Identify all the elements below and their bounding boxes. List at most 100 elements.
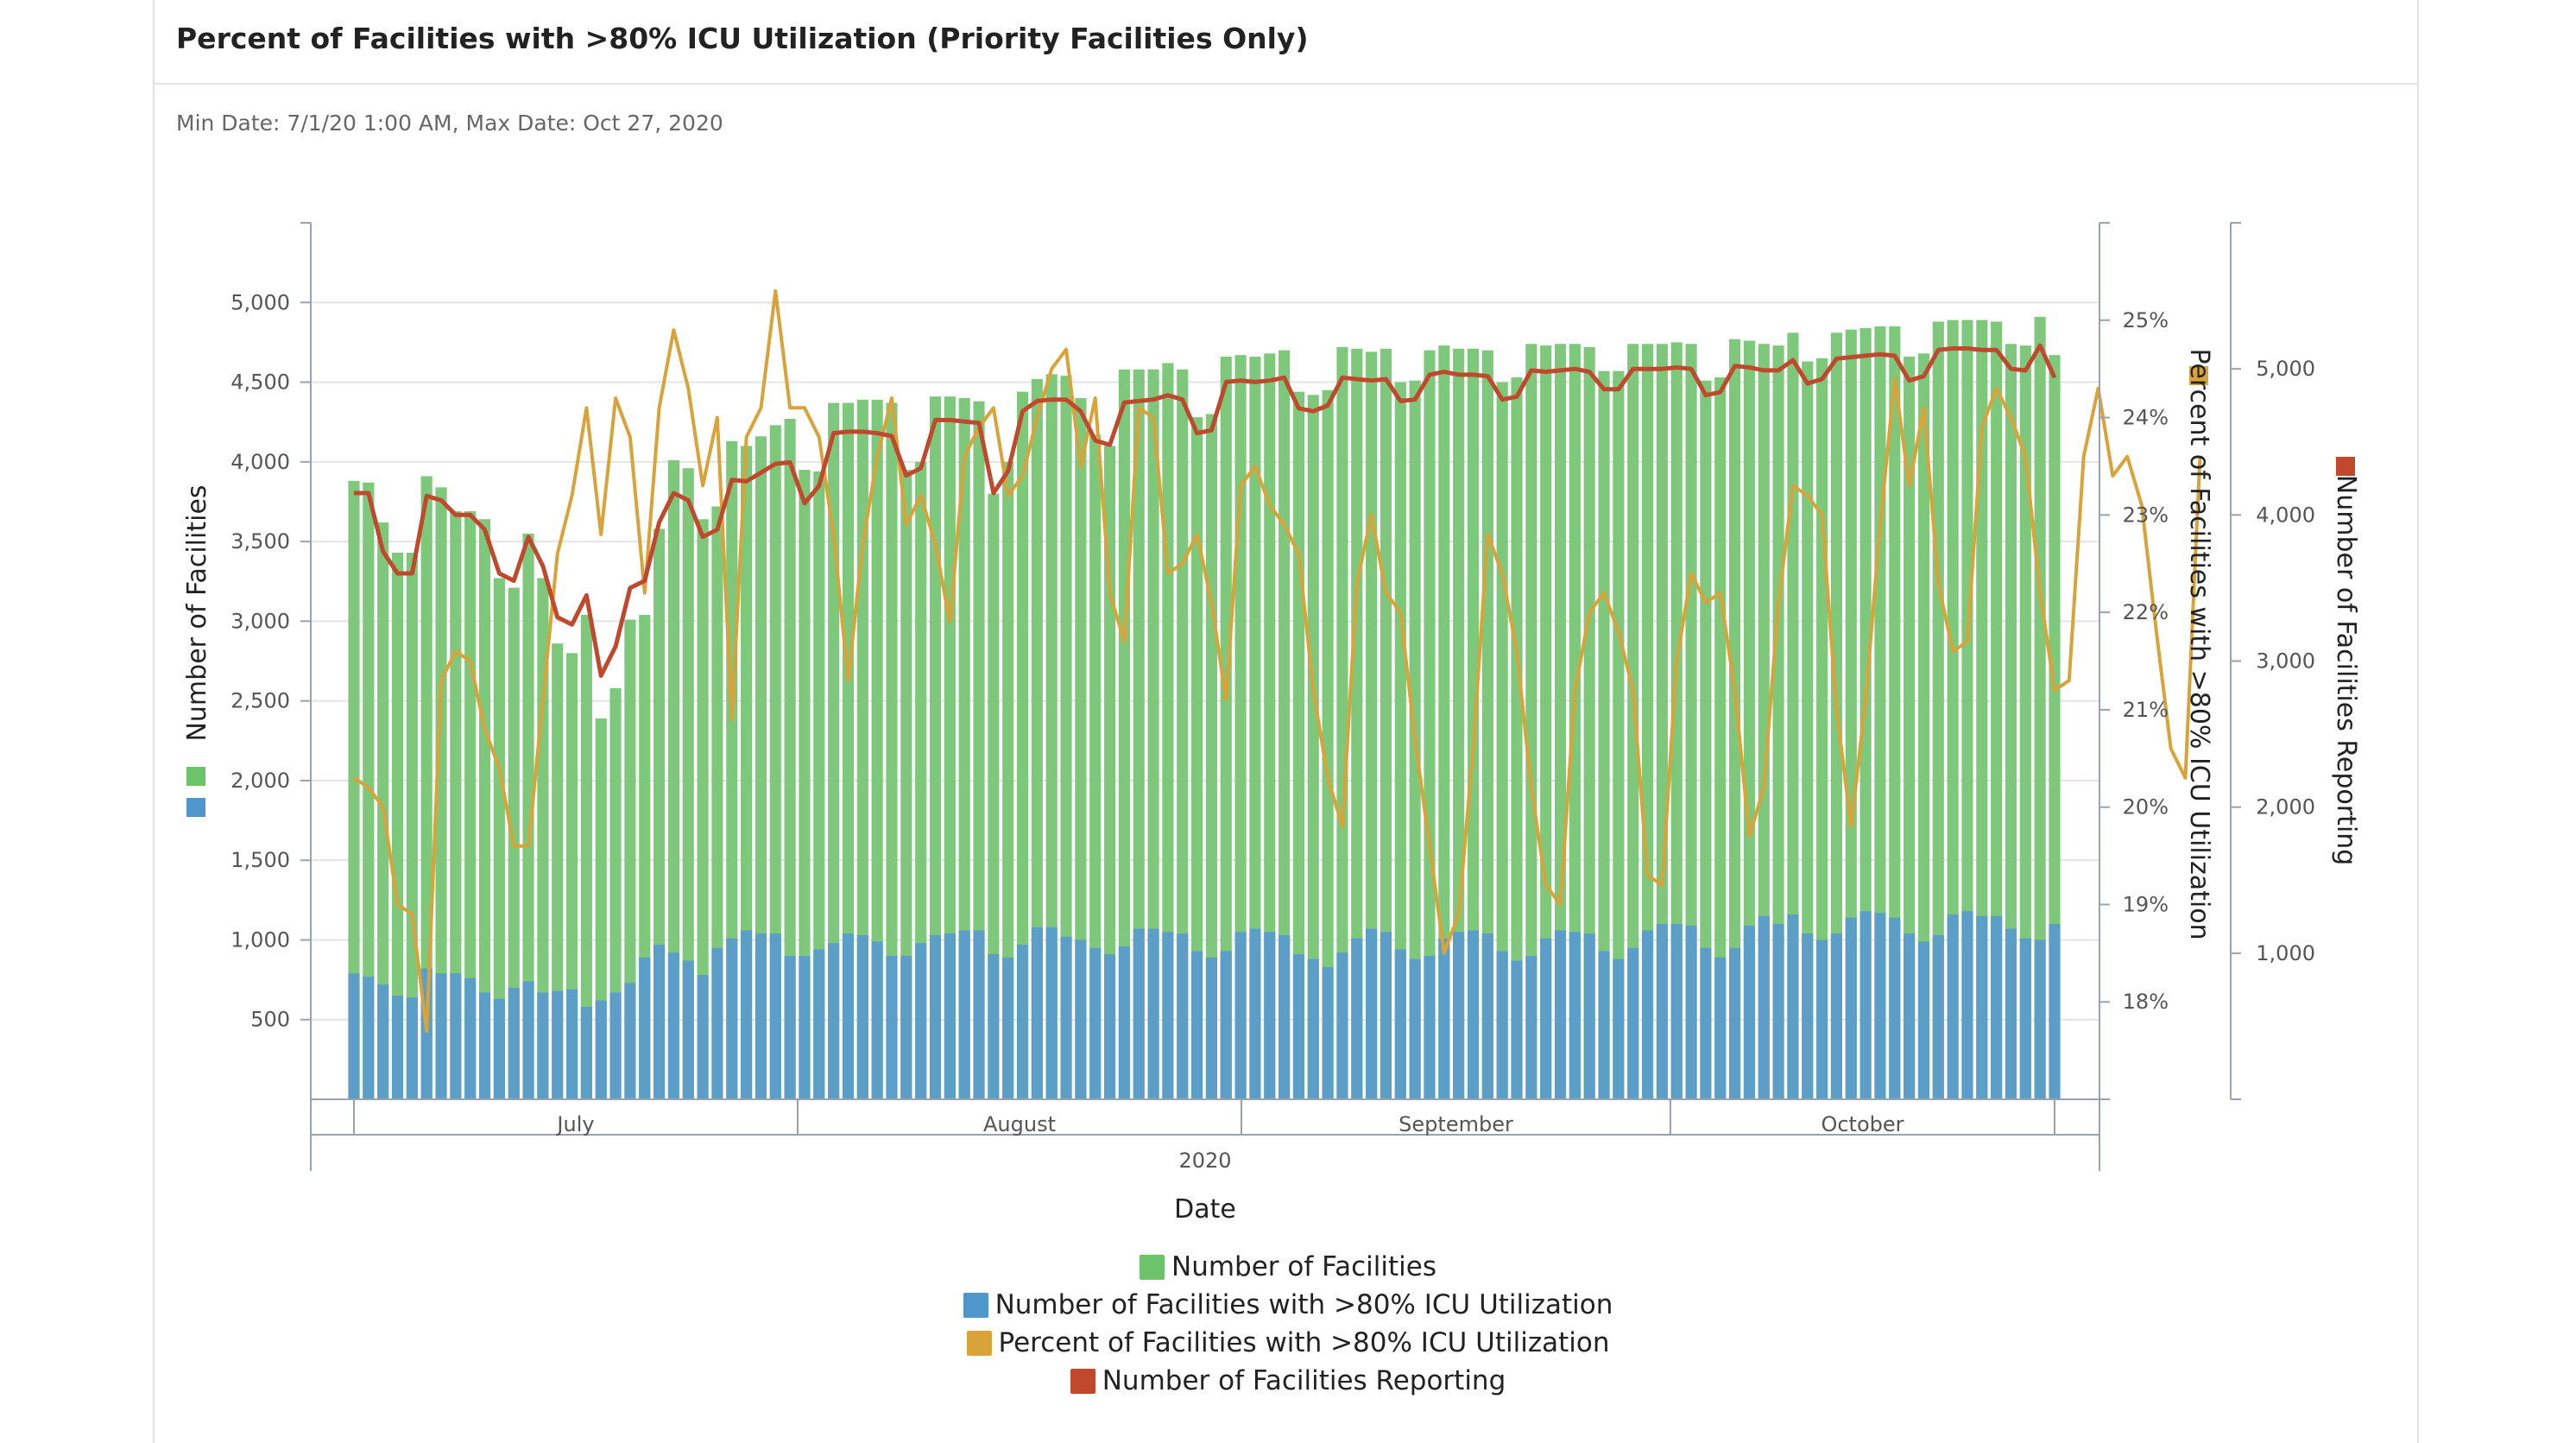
bar-facilities <box>915 461 927 1099</box>
bar-utilized <box>552 990 564 1099</box>
bar-facilities <box>435 487 447 1099</box>
legend-label-percent: Percent of Facilities with >80% ICU Util… <box>998 1327 1610 1358</box>
bar-utilized <box>1641 930 1654 1099</box>
bar-facilities <box>886 402 898 1099</box>
bar-facilities <box>1264 353 1276 1099</box>
bar-utilized <box>595 1000 607 1099</box>
bar-utilized <box>1424 955 1436 1099</box>
bar-utilized <box>2005 928 2017 1099</box>
bar-facilities <box>1554 344 1567 1100</box>
bar-utilized <box>1904 934 1916 1099</box>
bar-utilized <box>1670 924 1683 1099</box>
bar-utilized <box>1380 932 1392 1099</box>
bar-facilities <box>1714 377 1727 1099</box>
y-right-percent-axis-title: Percent of Facilities with >80% ICU Util… <box>2184 348 2214 940</box>
bar-facilities <box>1772 345 1784 1100</box>
bar-utilized <box>741 930 753 1099</box>
y-right-percent-tick-label: 21% <box>2123 698 2169 722</box>
bar-utilized <box>856 934 868 1099</box>
legend-item-percent[interactable]: Percent of Facilities with >80% ICU Util… <box>0 1324 2576 1362</box>
bar-utilized <box>1045 927 1058 1099</box>
y-right-percent-tick-label: 24% <box>2123 406 2169 430</box>
bar-utilized <box>842 934 855 1099</box>
bar-utilized <box>377 984 389 1099</box>
bar-facilities <box>1351 348 1363 1100</box>
x-year-label: 2020 <box>1178 1149 1231 1173</box>
bar-utilized <box>1133 928 1145 1099</box>
bar-utilized <box>726 938 738 1099</box>
bar-utilized <box>667 953 679 1099</box>
bar-utilized <box>1700 947 1712 1099</box>
bar-utilized <box>1787 914 1799 1099</box>
y-left-tick-label: 3,500 <box>230 529 290 554</box>
bar-utilized <box>406 997 418 1099</box>
bar-utilized <box>1249 928 1261 1099</box>
bar-facilities <box>1641 344 1654 1100</box>
bar-utilized <box>1307 959 1319 1099</box>
bar-utilized <box>988 954 1000 1099</box>
bar-utilized <box>653 944 666 1099</box>
legend-item-reporting[interactable]: Number of Facilities Reporting <box>0 1362 2576 1400</box>
bar-facilities <box>799 470 811 1099</box>
bar-utilized <box>1394 949 1406 1099</box>
bar-utilized <box>871 941 883 1099</box>
bar-facilities <box>1947 320 1959 1099</box>
bar-facilities <box>1075 398 1087 1099</box>
y-left-swatch-utilized <box>186 798 205 817</box>
y-right-percent-tick-label: 23% <box>2123 503 2169 527</box>
bar-utilized <box>1118 946 1130 1099</box>
bar-utilized <box>1103 954 1116 1099</box>
bar-utilized <box>1627 947 1639 1099</box>
bar-utilized <box>1264 932 1276 1099</box>
bar-utilized <box>944 934 956 1099</box>
bar-facilities <box>1991 321 2003 1099</box>
bar-utilized <box>1525 955 1537 1099</box>
bar-facilities <box>769 425 781 1099</box>
y-right-percent-tick-label: 19% <box>2123 892 2169 916</box>
bar-utilized <box>1729 947 1741 1099</box>
bar-utilized <box>1743 925 1755 1099</box>
bar-facilities <box>1598 370 1610 1099</box>
bar-facilities <box>1758 344 1770 1100</box>
bar-facilities <box>348 480 360 1099</box>
bar-facilities <box>2005 344 2017 1100</box>
bar-facilities <box>1889 326 1901 1099</box>
bar-utilized <box>363 976 375 1099</box>
bar-facilities <box>1103 446 1116 1099</box>
bar-utilized <box>1772 924 1784 1099</box>
bar-utilized <box>828 943 840 1099</box>
y-right-reporting-swatch <box>2336 457 2355 476</box>
bar-facilities <box>1904 357 1916 1099</box>
legend-label-utilized: Number of Facilities with >80% ICU Utili… <box>994 1289 1613 1320</box>
bar-utilized <box>1961 911 1973 1099</box>
y-left-tick-label: 3,000 <box>230 609 290 633</box>
legend-swatch-utilized <box>963 1292 988 1318</box>
bar-utilized <box>1162 932 1174 1099</box>
bar-facilities <box>900 470 912 1099</box>
x-month-label: September <box>1398 1112 1513 1136</box>
bar-facilities <box>988 493 1000 1099</box>
x-month-label: August <box>983 1112 1056 1136</box>
bar-utilized <box>1467 930 1480 1099</box>
bar-utilized <box>813 949 825 1099</box>
bar-utilized <box>348 973 360 1099</box>
bar-facilities <box>958 398 970 1099</box>
bar-utilized <box>1205 957 1217 1099</box>
bar-utilized <box>1234 932 1247 1099</box>
bar-facilities <box>973 401 985 1099</box>
bar-facilities <box>1627 344 1639 1100</box>
bar-facilities <box>1089 434 1102 1100</box>
bar-utilized <box>1336 953 1348 1099</box>
bar-facilities <box>493 578 505 1099</box>
bar-utilized <box>1802 934 1814 1099</box>
bar-facilities <box>1685 344 1697 1100</box>
bar-facilities <box>1569 344 1581 1100</box>
legend-item-facilities[interactable]: Number of Facilities <box>0 1248 2576 1286</box>
bar-facilities <box>1787 332 1799 1099</box>
bar-utilized <box>2019 938 2031 1099</box>
bar-facilities <box>1874 326 1886 1099</box>
y-left-tick-label: 2,000 <box>230 769 290 793</box>
y-right-reporting-tick-label: 3,000 <box>2256 649 2315 674</box>
legend-item-utilized[interactable]: Number of Facilities with >80% ICU Utili… <box>0 1286 2576 1324</box>
bar-utilized <box>1917 941 1930 1099</box>
